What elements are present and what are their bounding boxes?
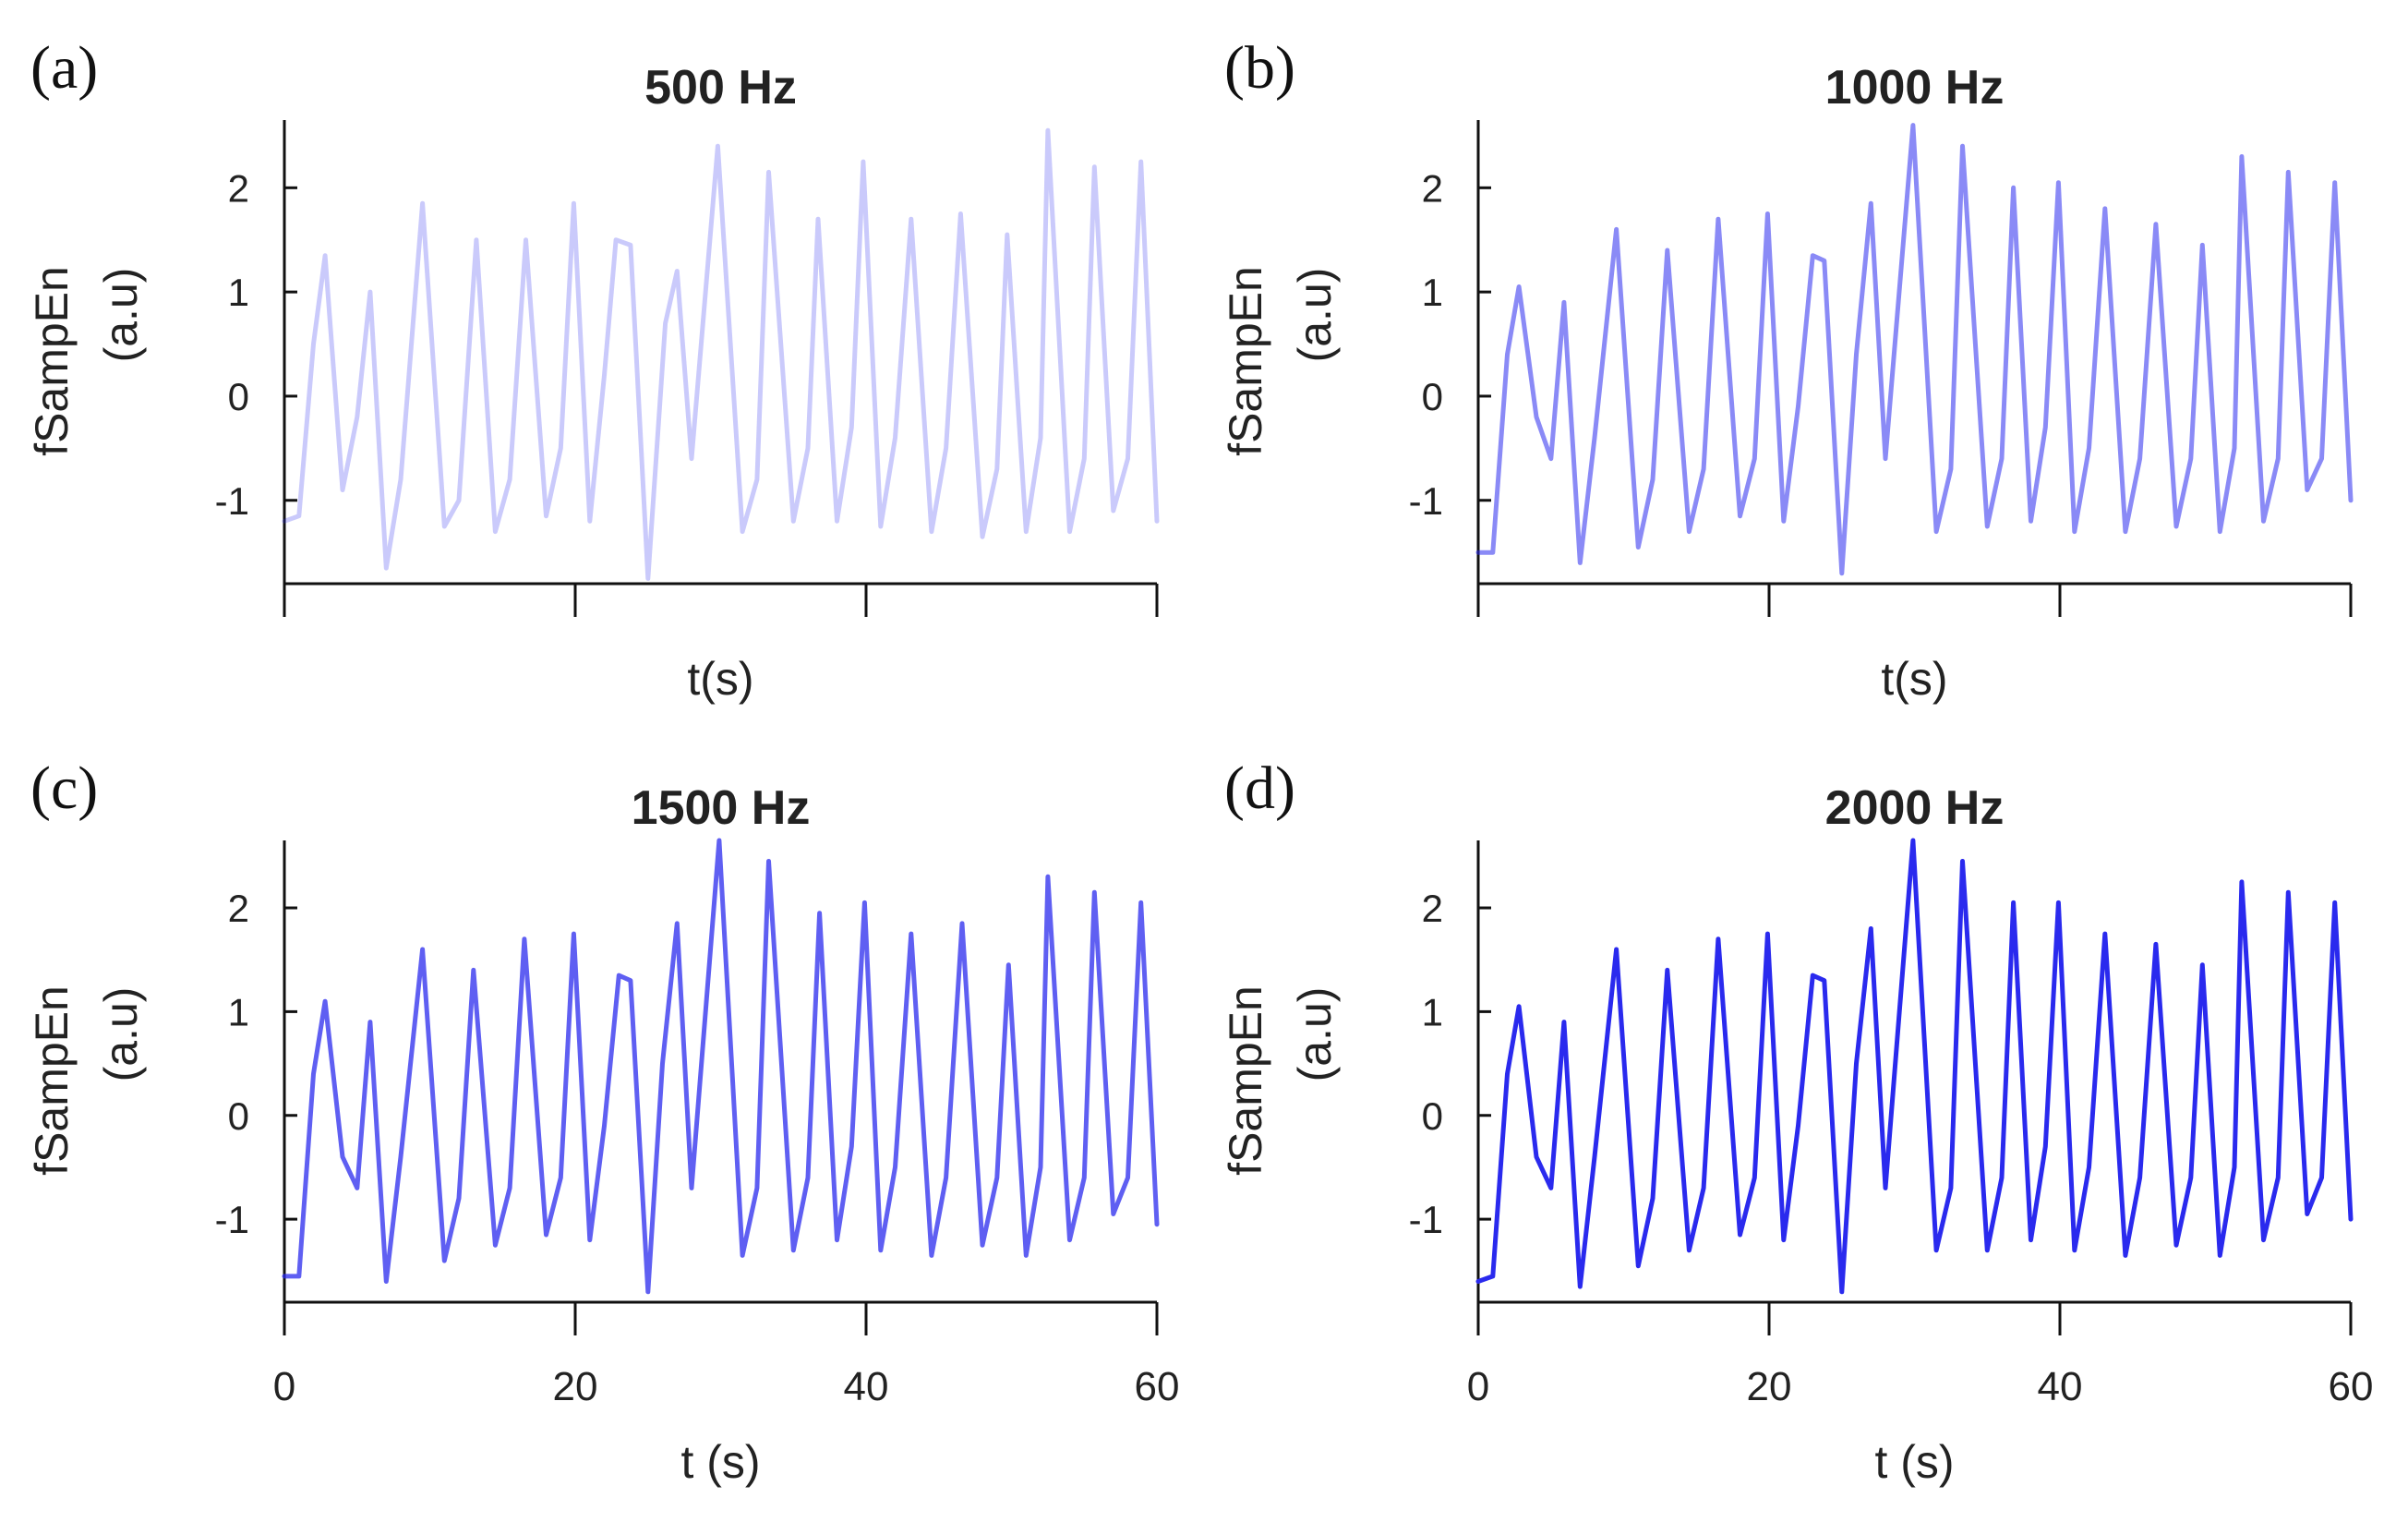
x-tick-label: 60 xyxy=(1135,1364,1180,1409)
y-tick-label: 1 xyxy=(1422,271,1443,314)
y-tick-label: 2 xyxy=(228,166,249,210)
panel-label: (c) xyxy=(30,755,98,822)
y-axis-label: fSampEn xyxy=(1220,985,1271,1176)
data-series-line xyxy=(282,127,1160,581)
y-tick-label: -1 xyxy=(1409,1198,1443,1241)
x-tick-label: 20 xyxy=(1747,1364,1792,1409)
chart-title: 2000 Hz xyxy=(1825,781,2005,835)
x-axis-label: t (s) xyxy=(680,1436,760,1488)
panel-label: (a) xyxy=(30,34,98,102)
x-axis-label: t (s) xyxy=(1874,1436,1954,1488)
y-tick-label: 1 xyxy=(228,271,249,314)
y-tick-label: -1 xyxy=(1409,479,1443,523)
x-tick-label: 0 xyxy=(1467,1364,1489,1409)
panel-a: -1 0 1 2 t(s) fSampEn (a.u) 500 Hz (a) xyxy=(26,34,1160,705)
y-tick-label: 0 xyxy=(1422,1094,1443,1138)
chart-title: 500 Hz xyxy=(644,61,797,115)
x-tick-label: 20 xyxy=(553,1364,598,1409)
y-tick-label: 2 xyxy=(1422,166,1443,210)
y-tick-label: 2 xyxy=(228,887,249,930)
x-tick-label: 40 xyxy=(844,1364,889,1409)
panel-label: (b) xyxy=(1224,34,1295,102)
panel-b: -1 0 1 2 t(s) fSampEn (a.u) 1000 Hz (b) xyxy=(1220,34,2354,705)
y-tick-label: 2 xyxy=(1422,887,1443,930)
data-series-line xyxy=(282,838,1160,1295)
x-tick-label: 60 xyxy=(2329,1364,2374,1409)
data-series-line xyxy=(1475,123,2354,576)
y-tick-label: 1 xyxy=(1422,990,1443,1033)
x-axis-label: t(s) xyxy=(687,653,753,705)
y-tick-label: 0 xyxy=(1422,375,1443,418)
y-tick-label: 1 xyxy=(228,990,249,1033)
panel-label: (d) xyxy=(1224,755,1295,822)
y-tick-label: 0 xyxy=(228,1094,249,1138)
data-series-line xyxy=(1475,838,2354,1295)
y-tick-label: -1 xyxy=(215,1198,249,1241)
y-tick-label: 0 xyxy=(228,375,249,418)
x-axis-label: t(s) xyxy=(1881,653,1947,705)
y-axis-unit-label: (a.u) xyxy=(1289,987,1341,1082)
y-tick-label: -1 xyxy=(215,479,249,523)
x-tick-label: 0 xyxy=(273,1364,295,1409)
chart-title: 1000 Hz xyxy=(1825,61,2005,115)
y-axis-label: fSampEn xyxy=(1220,266,1271,456)
x-tick-label: 40 xyxy=(2038,1364,2083,1409)
chart-title: 1500 Hz xyxy=(632,781,811,835)
y-axis-unit-label: (a.u) xyxy=(95,268,147,363)
y-axis-label: fSampEn xyxy=(26,985,78,1176)
y-axis-unit-label: (a.u) xyxy=(1289,268,1341,363)
y-axis-unit-label: (a.u) xyxy=(95,987,147,1082)
y-axis-label: fSampEn xyxy=(26,266,78,456)
